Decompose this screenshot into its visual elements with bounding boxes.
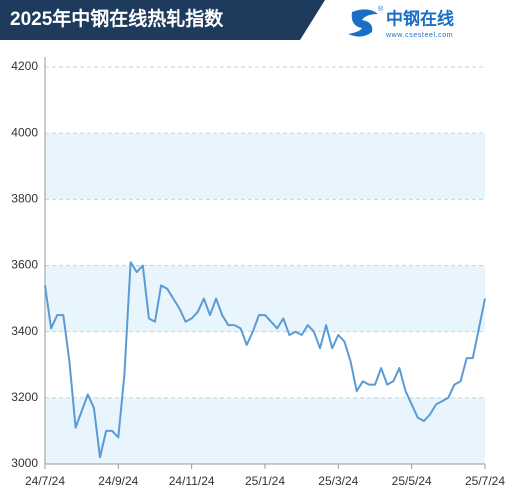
y-tick-label: 4000 [11,125,38,139]
logo: ® 中钢在线 www.csesteel.com [348,5,454,39]
x-tick-label: 25/5/24 [392,474,432,488]
y-tick-label: 3200 [11,390,38,404]
title-bar [0,0,325,40]
y-tick-label: 3600 [11,258,38,272]
logo-url: www.csesteel.com [385,32,453,39]
x-tick-label: 25/7/24 [465,474,505,488]
x-tick-label: 24/7/24 [25,474,65,488]
chart-title: 2025年中钢在线热轧指数 [10,7,224,30]
band [45,265,485,332]
y-tick-label: 3800 [11,192,38,206]
x-tick-label: 24/11/24 [169,474,215,488]
logo-mark: ® [378,5,384,13]
x-tick-label: 24/9/24 [98,474,138,488]
y-tick-label: 3400 [11,324,38,338]
logo-text: 中钢在线 [386,8,454,28]
logo-icon [348,9,378,37]
y-tick-label: 4200 [11,59,38,73]
x-tick-label: 25/1/24 [245,474,285,488]
line [44,261,486,459]
band [45,133,485,200]
y-tick-label: 3000 [11,456,38,470]
x-tick-label: 25/3/24 [318,474,358,488]
